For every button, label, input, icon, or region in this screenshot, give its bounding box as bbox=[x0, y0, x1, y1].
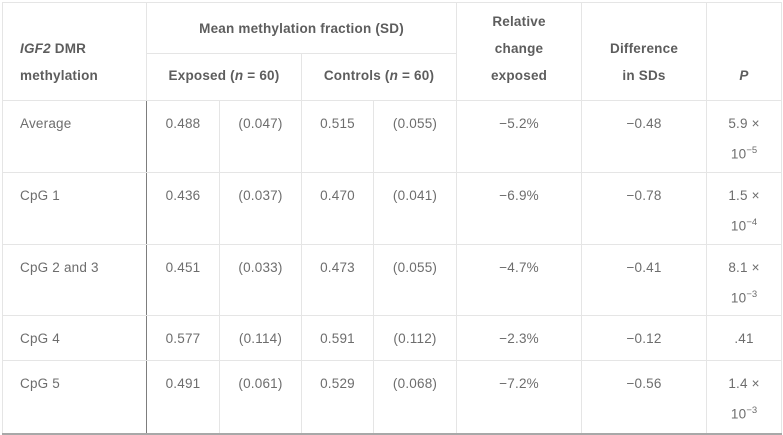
cell-controls-mean: 0.515 bbox=[301, 100, 374, 173]
cell-relative-change: −7.2% bbox=[456, 360, 583, 434]
header-row-label: IGF2 DMR methylation bbox=[2, 2, 147, 101]
cell-difference-sds: −0.78 bbox=[581, 172, 708, 245]
p-coefficient: 1.4 × bbox=[728, 376, 760, 391]
p-exponent: −5 bbox=[746, 145, 758, 156]
row-label: CpG 4 bbox=[2, 315, 147, 361]
p-symbol: P bbox=[739, 68, 749, 83]
p-power: 10−3 bbox=[713, 397, 775, 428]
cell-difference-sds: −0.48 bbox=[581, 100, 708, 173]
cell-p-value: 5.9 × 10−5 bbox=[706, 100, 783, 173]
p-coefficient: .41 bbox=[734, 331, 754, 346]
table-row-cpg5: CpG 5 0.491 (0.061) 0.529 (0.068) −7.2% … bbox=[2, 360, 783, 434]
cell-controls-sd: (0.055) bbox=[372, 243, 458, 316]
header-difference-sds: Difference in SDs bbox=[581, 2, 708, 101]
cell-controls-mean: 0.529 bbox=[301, 360, 374, 434]
cell-p-value: 1.4 × 10−3 bbox=[706, 360, 783, 434]
header-row-sub: Exposed (n = 60) Controls (n = 60) bbox=[3, 53, 782, 101]
p-power: 10−5 bbox=[713, 137, 775, 168]
cell-relative-change: −2.3% bbox=[456, 315, 583, 361]
cell-exposed-sd: (0.047) bbox=[219, 100, 302, 173]
cell-exposed-sd: (0.033) bbox=[219, 243, 302, 316]
p-coefficient: 8.1 × bbox=[728, 259, 760, 275]
cell-p-value: .41 bbox=[706, 315, 783, 361]
cell-p-value: 1.5 × 10−4 bbox=[706, 172, 783, 245]
cell-relative-change: −4.7% bbox=[456, 243, 583, 316]
cell-exposed-mean: 0.577 bbox=[146, 315, 220, 361]
cell-p-value: 8.1 × 10−3 bbox=[706, 243, 783, 316]
row-label: CpG 5 bbox=[2, 360, 147, 434]
header-relative-line3: exposed bbox=[490, 68, 548, 83]
row-label: CpG 2 and 3 bbox=[2, 243, 147, 316]
row-label: Average bbox=[2, 100, 147, 173]
p-base: 10 bbox=[730, 290, 747, 305]
exposed-pre: Exposed ( bbox=[168, 68, 235, 83]
table-body: Average 0.488 (0.047) 0.515 (0.055) −5.2… bbox=[2, 100, 783, 434]
cell-difference-sds: −0.12 bbox=[581, 315, 708, 361]
p-base: 10 bbox=[730, 218, 747, 234]
cell-exposed-sd: (0.037) bbox=[219, 172, 302, 245]
table-row-average: Average 0.488 (0.047) 0.515 (0.055) −5.2… bbox=[2, 100, 783, 173]
cell-relative-change: −5.2% bbox=[456, 100, 583, 173]
table-header: IGF2 DMR methylation Mean methylation fr… bbox=[2, 2, 783, 101]
p-coefficient: 1.5 × bbox=[728, 188, 760, 203]
row-label: CpG 1 bbox=[2, 172, 147, 245]
cell-controls-mean: 0.470 bbox=[301, 172, 374, 245]
table-row-cpg2and3: CpG 2 and 3 0.451 (0.033) 0.473 (0.055) … bbox=[2, 243, 783, 316]
header-controls: Controls (n = 60) bbox=[300, 53, 458, 101]
cell-difference-sds: −0.56 bbox=[581, 360, 708, 434]
cell-exposed-mean: 0.451 bbox=[146, 243, 220, 316]
cell-difference-sds: −0.41 bbox=[581, 243, 708, 316]
p-power: 10−3 bbox=[713, 281, 775, 312]
cell-exposed-mean: 0.488 bbox=[146, 100, 220, 173]
table-row-cpg4: CpG 4 0.577 (0.114) 0.591 (0.112) −2.3% … bbox=[2, 315, 783, 361]
p-base: 10 bbox=[730, 146, 747, 162]
cell-exposed-mean: 0.436 bbox=[146, 172, 220, 245]
header-exposed: Exposed (n = 60) bbox=[146, 53, 302, 101]
p-base: 10 bbox=[730, 406, 747, 422]
cell-exposed-sd: (0.061) bbox=[219, 360, 302, 434]
p-power: 10−4 bbox=[713, 209, 775, 240]
gene-name-italic: IGF2 bbox=[20, 41, 51, 56]
controls-n-italic: n bbox=[389, 68, 399, 83]
cell-controls-sd: (0.112) bbox=[372, 315, 458, 361]
cell-exposed-mean: 0.491 bbox=[146, 360, 220, 434]
header-row-top: IGF2 DMR methylation Mean methylation fr… bbox=[2, 2, 783, 101]
cell-controls-mean: 0.473 bbox=[301, 243, 374, 316]
p-exponent: −3 bbox=[746, 405, 758, 416]
cell-exposed-sd: (0.114) bbox=[219, 315, 302, 361]
exposed-n-italic: n bbox=[234, 68, 244, 83]
table-row-cpg1: CpG 1 0.436 (0.037) 0.470 (0.041) −6.9% … bbox=[2, 172, 783, 245]
header-group-mean-methylation: Mean methylation fraction (SD) bbox=[145, 2, 458, 54]
cell-controls-sd: (0.055) bbox=[372, 100, 458, 173]
p-exponent: −3 bbox=[746, 288, 758, 300]
header-p-value: P bbox=[706, 2, 783, 101]
header-relative-line1: Relative bbox=[492, 14, 546, 29]
exposed-post: = 60) bbox=[243, 68, 280, 83]
p-exponent: −4 bbox=[746, 217, 758, 228]
header-relative-change: Relative change exposed bbox=[456, 2, 583, 101]
cell-relative-change: −6.9% bbox=[456, 172, 583, 245]
controls-post: = 60) bbox=[398, 68, 435, 83]
row-label-rest: DMR methylation bbox=[20, 41, 98, 83]
header-difference-line1: Difference bbox=[610, 41, 679, 56]
p-coefficient: 5.9 × bbox=[728, 116, 760, 131]
cell-controls-sd: (0.041) bbox=[372, 172, 458, 245]
cell-controls-mean: 0.591 bbox=[301, 315, 374, 361]
cell-controls-sd: (0.068) bbox=[372, 360, 458, 434]
controls-pre: Controls ( bbox=[323, 68, 390, 83]
header-difference-line2: in SDs bbox=[622, 68, 666, 83]
header-relative-line2: change bbox=[494, 41, 544, 56]
